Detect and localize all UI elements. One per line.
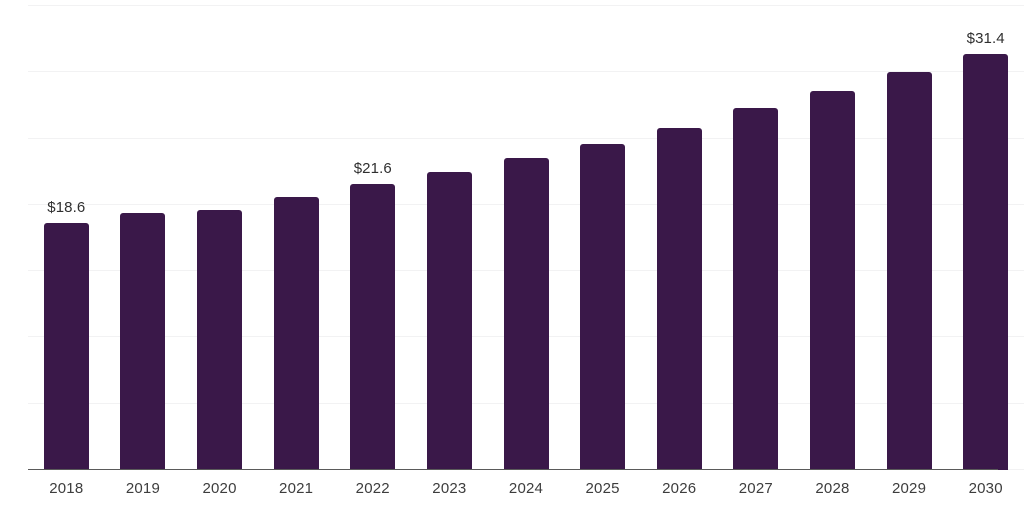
bar[interactable] xyxy=(197,210,243,470)
bar-value-label: $18.6 xyxy=(47,199,86,217)
x-axis-tick-label: 2023 xyxy=(432,480,467,497)
bar-group[interactable] xyxy=(656,1,702,470)
bar[interactable] xyxy=(273,196,319,470)
bar-group[interactable] xyxy=(580,1,626,470)
x-axis-tick-label: 2025 xyxy=(585,480,620,497)
bar[interactable] xyxy=(426,171,472,470)
bar[interactable] xyxy=(580,143,626,470)
bar[interactable] xyxy=(503,158,549,470)
x-axis-labels: 2018 2019 2020 2021 2022 2023 2024 2025 2026 2027… xyxy=(28,480,1024,510)
bar-group[interactable] xyxy=(426,1,472,470)
bar-group[interactable] xyxy=(503,1,549,470)
bar[interactable] xyxy=(120,212,166,470)
bar-group[interactable] xyxy=(273,1,319,470)
bar[interactable] xyxy=(350,183,396,470)
bar-group[interactable] xyxy=(809,1,855,470)
bar-group[interactable] xyxy=(886,1,932,470)
bar-group[interactable]: $21.6 xyxy=(350,1,396,470)
bar[interactable] xyxy=(656,127,702,470)
bar[interactable] xyxy=(733,108,779,470)
bar[interactable] xyxy=(886,72,932,470)
x-axis-tick-label: 2024 xyxy=(508,480,544,497)
x-axis-tick-label: 2027 xyxy=(738,480,773,497)
bar-group[interactable] xyxy=(120,1,166,470)
bar[interactable] xyxy=(809,90,855,470)
x-axis-line xyxy=(28,469,998,470)
x-axis-tick-label: 2020 xyxy=(202,480,237,497)
x-axis-tick-label: 2028 xyxy=(815,480,850,497)
bar-group[interactable] xyxy=(733,1,779,470)
bar-value-label: $21.6 xyxy=(353,159,392,177)
bar[interactable] xyxy=(963,53,1009,470)
bar[interactable] xyxy=(43,223,89,470)
bar-value-label: $31.4 xyxy=(966,29,1005,47)
bar-group[interactable]: $31.4 xyxy=(963,1,1009,470)
bar-group[interactable]: $18.6 xyxy=(43,1,89,470)
x-axis-tick-label: 2019 xyxy=(125,480,160,497)
x-axis-tick-label: 2022 xyxy=(355,480,390,497)
plot-area: $18.6 $21.6 $31.4 xyxy=(28,0,1024,470)
bar-group[interactable] xyxy=(197,1,243,470)
x-axis-tick-label: 2026 xyxy=(662,480,697,497)
x-axis-tick-label: 2018 xyxy=(49,480,84,497)
x-axis-tick-label: 2021 xyxy=(279,480,314,497)
x-axis-tick-label: 2029 xyxy=(891,480,927,497)
x-axis-tick-label: 2030 xyxy=(968,480,1003,497)
